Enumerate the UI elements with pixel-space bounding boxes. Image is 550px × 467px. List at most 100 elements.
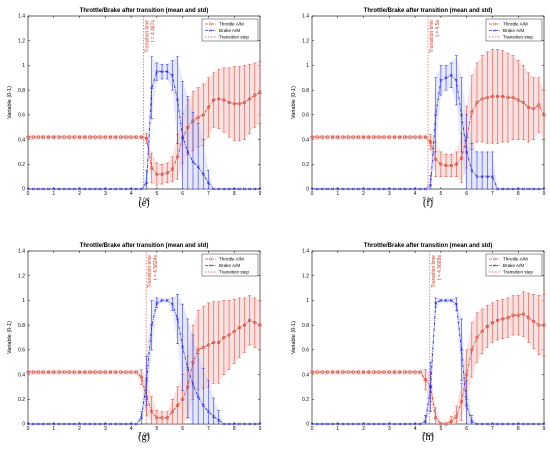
data-point-throttle [387, 370, 391, 374]
data-point-brake [480, 175, 484, 179]
data-point-throttle [470, 348, 474, 352]
data-point-throttle [542, 323, 546, 327]
y-tick-label: 0.6 [302, 113, 309, 119]
data-point-throttle [155, 172, 159, 176]
data-point-brake [217, 187, 221, 191]
data-point-throttle [408, 135, 412, 139]
data-point-brake [542, 187, 546, 191]
data-point-brake [201, 172, 205, 176]
data-point-throttle [253, 93, 257, 97]
data-point-throttle [459, 400, 464, 404]
std-band-brake [28, 294, 260, 424]
legend-entry: Throttle A/M [503, 22, 528, 27]
data-point-throttle [108, 370, 113, 374]
data-point-throttle [526, 105, 531, 110]
data-point-throttle [361, 135, 366, 139]
data-point-brake [372, 422, 376, 426]
legend-entry: Brake A/M [503, 263, 524, 268]
data-point-brake [57, 422, 61, 426]
data-point-throttle [103, 370, 107, 374]
data-point-brake [351, 187, 355, 191]
legend-marker [209, 264, 212, 267]
x-tick-label: 8 [233, 191, 236, 197]
data-point-brake [362, 422, 365, 426]
data-point-throttle [449, 163, 453, 168]
data-point-throttle [248, 318, 252, 322]
data-point-throttle [31, 135, 35, 139]
data-point-brake [31, 187, 35, 191]
data-point-brake [454, 78, 458, 82]
y-tick-label: 0.4 [18, 137, 25, 143]
data-point-throttle [315, 135, 319, 139]
data-point-throttle [506, 95, 510, 100]
data-point-brake [88, 422, 92, 426]
data-point-throttle [511, 313, 515, 317]
data-point-brake [537, 187, 541, 191]
transition-annotation: Transition time [147, 255, 153, 288]
data-point-throttle [217, 340, 221, 345]
data-point-brake [491, 175, 494, 179]
data-point-brake [222, 187, 226, 191]
data-point-brake [88, 187, 92, 191]
data-point-throttle [413, 135, 417, 139]
transition-annotation: Transition time [429, 20, 435, 53]
data-point-throttle [403, 370, 407, 374]
data-point-throttle [41, 135, 46, 139]
x-tick-label: 3 [388, 191, 391, 197]
data-point-brake [170, 73, 174, 77]
legend-marker [209, 22, 212, 26]
data-point-throttle [403, 135, 407, 139]
data-point-throttle [351, 135, 355, 139]
x-tick-label: 0 [27, 191, 30, 197]
data-point-brake [140, 187, 143, 191]
data-point-brake [341, 187, 345, 191]
chart-title: Throttle/Brake after transition (mean an… [364, 8, 493, 14]
x-tick-label: 5 [155, 426, 158, 432]
y-tick-label: 0.6 [18, 113, 25, 119]
transition-annotation: Transition time [431, 255, 437, 288]
data-point-brake [145, 379, 148, 383]
x-tick-label: 2 [78, 426, 81, 432]
panel-caption: (e) [138, 198, 149, 209]
data-point-throttle [237, 102, 241, 106]
data-point-brake [424, 187, 427, 191]
data-point-throttle [41, 370, 46, 374]
data-point-brake [367, 422, 371, 426]
transition-annotation: t = 4.5824s [153, 255, 159, 280]
data-point-brake [253, 187, 257, 191]
data-point-brake [186, 366, 190, 370]
data-point-throttle [341, 370, 345, 374]
data-point-brake [170, 302, 174, 306]
data-point-throttle [310, 135, 314, 139]
data-point-brake [506, 422, 510, 426]
data-point-brake [449, 73, 453, 77]
data-point-throttle [83, 370, 87, 374]
x-tick-label: 7 [491, 191, 494, 197]
data-point-brake [341, 422, 345, 426]
transition-annotation: t = 4.487s [151, 20, 157, 43]
data-point-throttle [521, 100, 525, 105]
data-point-throttle [242, 323, 247, 327]
data-point-brake [119, 422, 123, 426]
data-point-throttle [418, 370, 422, 374]
data-point-throttle [542, 113, 546, 117]
data-point-brake [191, 383, 195, 386]
data-point-throttle [98, 370, 102, 374]
x-tick-label: 1 [52, 191, 55, 197]
data-point-throttle [227, 100, 231, 105]
y-tick-label: 1.2 [18, 38, 25, 44]
data-point-throttle [372, 135, 376, 139]
data-point-throttle [423, 135, 428, 139]
data-point-throttle [423, 377, 428, 382]
data-point-brake [78, 187, 81, 191]
series-line-brake [312, 299, 544, 425]
data-point-brake [356, 422, 360, 426]
data-point-brake [444, 299, 448, 302]
data-point-throttle [134, 135, 138, 139]
data-point-throttle [434, 157, 438, 161]
data-point-brake [346, 422, 350, 426]
data-point-brake [387, 422, 391, 426]
chart-panel-3: Throttle/Brake after transition (mean an… [7, 243, 262, 443]
y-tick-label: 1.2 [302, 38, 309, 44]
data-point-throttle [465, 372, 469, 377]
